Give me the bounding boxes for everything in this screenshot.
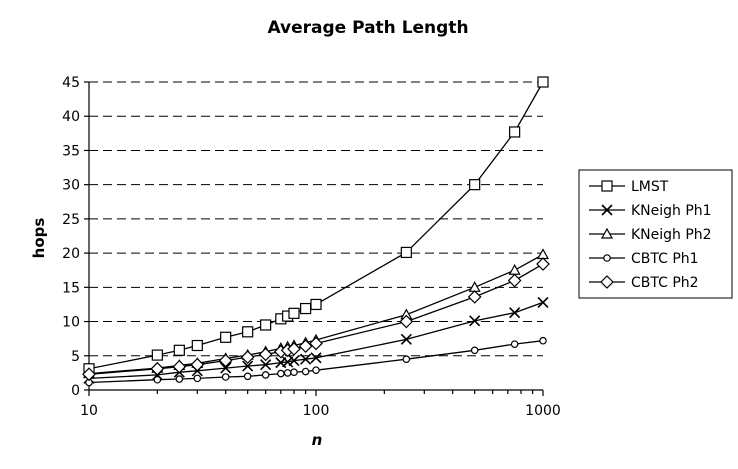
legend-label: KNeigh Ph2 <box>631 227 712 243</box>
legend-item: KNeigh Ph1 <box>589 203 712 219</box>
y-tick-label: 20 <box>62 246 80 262</box>
data-point-square <box>260 319 272 331</box>
legend: LMST KNeigh Ph1 KNeigh Ph2 CBTC Ph1 CBTC Ph2 <box>578 169 733 299</box>
axes: 0 5 10 15 20 25 30 35 40 45 10 100 1000 <box>62 75 561 419</box>
legend-label: CBTC Ph2 <box>631 275 699 291</box>
data-point-circle <box>277 369 285 378</box>
data-point-circle <box>175 375 184 383</box>
data-point-diamond <box>172 359 187 374</box>
data-point-circle <box>283 369 292 377</box>
data-point-x <box>537 296 549 308</box>
data-point-circle <box>402 355 411 364</box>
data-point-circle <box>312 366 320 374</box>
data-point-square <box>173 344 185 356</box>
data-point-x <box>601 204 613 216</box>
gridlines <box>89 81 543 357</box>
data-point-circle <box>221 373 230 381</box>
data-point-square <box>220 331 232 343</box>
legend-item: LMST <box>589 179 669 195</box>
data-point-x <box>220 362 232 374</box>
x-tick-label: 100 <box>303 403 330 419</box>
y-tick-label: 10 <box>62 315 80 331</box>
data-point-x <box>469 315 481 327</box>
y-tick-label: 0 <box>71 383 80 399</box>
legend-item: KNeigh Ph2 <box>589 227 712 243</box>
data-point-square <box>537 76 549 88</box>
x-tick-label: 1000 <box>525 403 561 419</box>
data-point-square <box>400 246 412 259</box>
data-point-square <box>601 180 613 192</box>
data-point-circle <box>470 346 479 355</box>
data-point-diamond <box>287 342 301 356</box>
data-point-x <box>288 355 300 367</box>
data-point-triangle <box>600 227 614 239</box>
data-point-square <box>300 302 312 315</box>
data-point-square <box>151 349 163 361</box>
series-4 <box>82 257 550 382</box>
data-point-circle <box>539 336 547 345</box>
data-point-diamond <box>82 367 96 382</box>
data-point-diamond <box>240 350 255 364</box>
data-point-circle <box>510 340 519 348</box>
series-group <box>82 76 550 387</box>
data-point-triangle <box>508 263 521 275</box>
data-point-square <box>288 307 300 319</box>
data-point-diamond <box>600 275 614 289</box>
data-point-circle <box>261 371 270 379</box>
data-point-square <box>509 126 521 138</box>
data-point-diamond <box>536 257 550 271</box>
y-tick-label: 40 <box>62 109 80 125</box>
legend-label: LMST <box>631 179 669 195</box>
chart-title: Average Path Length <box>267 18 468 38</box>
legend-label: CBTC Ph1 <box>631 251 699 267</box>
y-axis-label: hops <box>30 218 48 259</box>
data-point-diamond <box>190 357 205 372</box>
data-point-circle <box>603 254 611 262</box>
data-point-square <box>242 326 254 338</box>
data-point-x <box>400 333 412 345</box>
data-point-diamond <box>309 336 323 351</box>
series-line <box>88 301 544 380</box>
data-point-x <box>509 307 521 319</box>
data-point-x <box>242 360 254 372</box>
data-point-circle <box>193 374 202 383</box>
y-tick-label: 45 <box>62 75 80 91</box>
data-point-square <box>469 179 481 191</box>
legend-item: CBTC Ph2 <box>589 275 699 291</box>
data-point-triangle <box>536 248 550 260</box>
legend-label: KNeigh Ph1 <box>631 203 712 219</box>
data-point-circle <box>243 372 252 381</box>
y-tick-label: 25 <box>62 212 80 228</box>
data-point-x <box>300 353 312 365</box>
data-point-diamond <box>298 339 313 354</box>
data-point-square <box>191 339 203 352</box>
data-point-diamond <box>218 353 233 368</box>
data-point-diamond <box>507 273 522 288</box>
y-tick-label: 35 <box>62 143 80 159</box>
y-tick-label: 30 <box>62 178 80 194</box>
x-axis-label: n <box>312 431 323 449</box>
series-line <box>88 81 544 370</box>
data-point-diamond <box>150 361 165 376</box>
y-tick-label: 5 <box>71 349 80 365</box>
data-point-diamond <box>258 347 273 362</box>
data-point-circle <box>301 367 310 376</box>
data-point-diamond <box>467 290 482 304</box>
legend-item: CBTC Ph1 <box>589 251 699 267</box>
data-point-circle <box>290 368 298 377</box>
data-point-x <box>260 359 272 371</box>
data-point-circle <box>153 375 162 384</box>
series-3 <box>85 336 547 387</box>
data-point-diamond <box>399 314 414 329</box>
x-tick-label: 10 <box>80 403 98 419</box>
data-point-square <box>310 298 322 311</box>
series-0 <box>83 76 549 375</box>
data-point-x <box>310 352 322 364</box>
y-tick-label: 15 <box>62 280 80 296</box>
